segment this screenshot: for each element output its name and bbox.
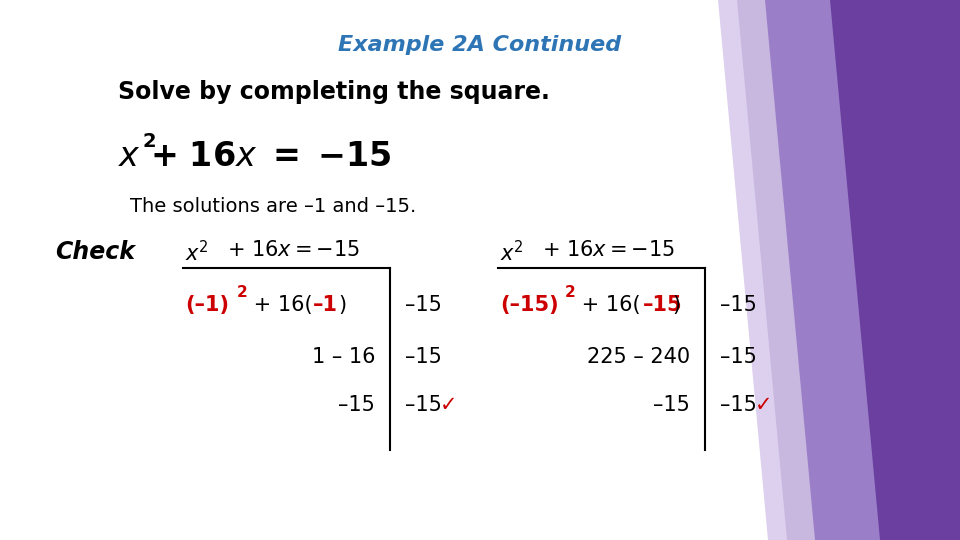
Text: $x^2$: $x^2$ (500, 240, 524, 265)
Text: (–15): (–15) (500, 295, 559, 315)
Text: ✓: ✓ (440, 395, 458, 415)
Polygon shape (820, 0, 960, 540)
Text: 1 – 16: 1 – 16 (311, 347, 375, 367)
Text: + 16(: + 16( (247, 295, 313, 315)
Polygon shape (718, 0, 787, 540)
Text: –15: –15 (405, 395, 442, 415)
Text: Solve by completing the square.: Solve by completing the square. (118, 80, 550, 104)
Text: The solutions are –1 and –15.: The solutions are –1 and –15. (130, 197, 417, 216)
Text: –15: –15 (338, 395, 375, 415)
Text: –15: –15 (405, 347, 442, 367)
Text: –1: –1 (313, 295, 338, 315)
Text: ): ) (672, 295, 680, 315)
Text: + 16(: + 16( (575, 295, 640, 315)
Text: 2: 2 (143, 132, 156, 151)
Text: –15: –15 (405, 295, 442, 315)
Text: $+ \ 16x = {-}15$: $+ \ 16x = {-}15$ (542, 240, 675, 260)
Text: $\mathit{x}$: $\mathit{x}$ (118, 140, 141, 173)
Text: –15: –15 (653, 395, 690, 415)
Text: –15: –15 (720, 347, 756, 367)
Text: 2: 2 (237, 285, 248, 300)
Text: (–1): (–1) (185, 295, 229, 315)
Polygon shape (760, 0, 880, 540)
Text: $\mathbf{+ \ 16\mathit{x} \ = \ {-}15}$: $\mathbf{+ \ 16\mathit{x} \ = \ {-}15}$ (150, 140, 392, 173)
Text: Example 2A Continued: Example 2A Continued (339, 35, 621, 55)
Text: 2: 2 (565, 285, 576, 300)
Text: ): ) (338, 295, 347, 315)
Text: –15: –15 (643, 295, 683, 315)
Text: Check: Check (55, 240, 135, 264)
Text: ✓: ✓ (755, 395, 773, 415)
Text: $x^2$: $x^2$ (185, 240, 208, 265)
Text: $+ \ 16x = {-}15$: $+ \ 16x = {-}15$ (227, 240, 360, 260)
Text: –15: –15 (720, 395, 756, 415)
Text: –15: –15 (720, 295, 756, 315)
Text: 225 – 240: 225 – 240 (587, 347, 690, 367)
Polygon shape (735, 0, 815, 540)
